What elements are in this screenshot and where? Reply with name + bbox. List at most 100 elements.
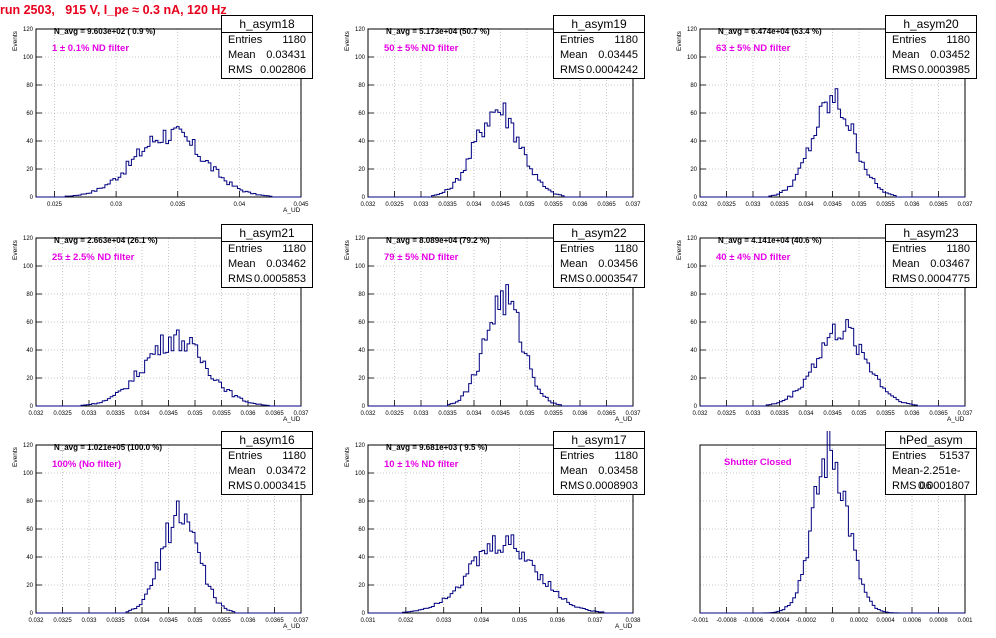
histogram-panel-hPed_asym: -0.001 -0.0008 -0.0006 -0.0004 -0.0002 0 0.000… — [664, 431, 996, 638]
filter-label: 100% (No filter) — [52, 459, 122, 470]
stat-value-mean: 0.03462 — [266, 258, 306, 270]
y-tick-label: 20 — [358, 376, 365, 382]
y-tick-label: 40 — [358, 139, 365, 145]
x-tick-label: 0.034 — [798, 202, 814, 208]
stats-box: h_asym22 Entries 1180 Mean 0.03456 RMS 0.00035… — [553, 224, 645, 288]
navg-label: N_avg = 6.474e+04 (63.4 %) — [718, 27, 822, 36]
x-tick-label: 0.0008 — [929, 618, 948, 624]
stat-value-rms: 0.002806 — [260, 64, 306, 76]
x-tick-label: 0.0355 — [212, 411, 231, 417]
stats-row-rms: RMS 0.0003415 — [222, 479, 312, 494]
y-tick-label: 60 — [358, 320, 365, 326]
y-tick-label: 80 — [358, 83, 365, 89]
x-tick-label: 0.0325 — [53, 411, 72, 417]
stat-label-rms: RMS — [892, 480, 917, 492]
histogram-plot: 0.032 0.0325 0.033 0.0335 0.034 0.0345 0.035 0.… — [355, 27, 641, 208]
y-tick-label: 0 — [362, 195, 366, 201]
stat-label-rms: RMS — [228, 480, 253, 492]
y-tick-label: 40 — [358, 555, 365, 561]
x-axis-title: A_UD — [283, 623, 301, 630]
y-tick-label: 0 — [694, 195, 698, 201]
x-tick-label: 0.035 — [519, 202, 535, 208]
stats-row-entries: Entries 1180 — [554, 449, 644, 464]
stat-value-mean: 0.03445 — [598, 49, 638, 61]
y-tick-label: 20 — [690, 167, 697, 173]
x-tick-label: 0.034 — [798, 411, 814, 417]
stat-label-mean: Mean — [560, 465, 588, 477]
y-tick-label: 80 — [358, 292, 365, 298]
y-axis-title: Events — [12, 447, 19, 467]
histogram-panel-h_asym23: 0.032 0.0325 0.033 0.0335 0.034 0.0345 0.035 0.… — [664, 224, 996, 431]
stats-row-mean: Mean 0.03456 — [554, 257, 644, 272]
x-tick-label: 0.001 — [957, 618, 973, 624]
histogram-name: h_asym17 — [554, 432, 644, 449]
y-tick-label: 80 — [26, 499, 33, 505]
x-tick-label: 0.0355 — [544, 411, 563, 417]
x-tick-label: 0.037 — [293, 411, 309, 417]
x-tick-label: 0.033 — [81, 411, 97, 417]
y-tick-label: 100 — [23, 55, 34, 61]
stats-row-mean: Mean 0.03431 — [222, 48, 312, 63]
stats-row-rms: RMS 0.0001807 — [886, 479, 976, 494]
x-tick-label: 0.033 — [413, 411, 429, 417]
filter-label: 10 ± 1% ND filter — [384, 459, 459, 470]
stats-row-entries: Entries 51537 — [886, 449, 976, 464]
x-tick-label: 0.0355 — [876, 411, 895, 417]
navg-label: N_avg = 9.603e+02 ( 0.9 %) — [54, 27, 156, 36]
stat-value-entries: 1180 — [614, 34, 638, 46]
stats-row-mean: Mean -2.251e-06 — [886, 464, 976, 492]
x-tick-label: 0.036 — [572, 411, 588, 417]
x-tick-label: 0.033 — [413, 202, 429, 208]
x-tick-label: 0.0345 — [491, 202, 510, 208]
stat-value-mean: 0.03452 — [930, 49, 970, 61]
x-tick-label: 0.032 — [360, 411, 376, 417]
x-tick-label: 0.033 — [436, 618, 452, 624]
y-tick-label: 0 — [30, 611, 34, 617]
stat-value-rms: 0.0004775 — [918, 273, 970, 285]
x-tick-label: 0.0002 — [850, 618, 869, 624]
histogram-panel-h_asym22: 0.032 0.0325 0.033 0.0335 0.034 0.0345 0.035 0.… — [332, 224, 664, 431]
stats-row-entries: Entries 1180 — [222, 33, 312, 48]
y-tick-label: 60 — [690, 111, 697, 117]
x-tick-label: 0.037 — [957, 202, 973, 208]
x-tick-label: 0.035 — [187, 411, 203, 417]
x-axis-title: A_UD — [283, 416, 301, 423]
stat-value-rms: 0.0003547 — [586, 273, 638, 285]
stat-value-entries: 1180 — [946, 243, 970, 255]
y-tick-label: 60 — [358, 111, 365, 117]
y-tick-label: 80 — [690, 83, 697, 89]
stat-value-entries: 1180 — [614, 450, 638, 462]
stats-row-entries: Entries 1180 — [222, 449, 312, 464]
y-tick-label: 100 — [355, 471, 366, 477]
x-tick-label: 0.037 — [588, 618, 604, 624]
run-title: run 2503, 915 V, I_pe ≈ 0.3 nA, 120 Hz — [0, 3, 227, 17]
y-tick-label: 120 — [355, 236, 366, 242]
x-axis-title: A_UD — [615, 623, 633, 630]
stat-label-mean: Mean — [228, 465, 256, 477]
histogram-series — [36, 126, 301, 198]
x-tick-label: 0.0325 — [717, 411, 736, 417]
stats-row-rms: RMS 0.0003985 — [886, 63, 976, 78]
x-tick-label: 0.033 — [81, 618, 97, 624]
x-tick-label: 0.036 — [240, 618, 256, 624]
x-axis-title: A_UD — [615, 416, 633, 423]
x-tick-label: 0.036 — [904, 411, 920, 417]
navg-label: N_avg = 2.663e+04 (26.1 %) — [54, 236, 158, 245]
y-tick-label: 100 — [23, 264, 34, 270]
histogram-panel-h_asym16: 0.032 0.0325 0.033 0.0335 0.034 0.0345 0.035 0.… — [0, 431, 332, 638]
y-tick-label: 60 — [358, 527, 365, 533]
stats-row-rms: RMS 0.0004242 — [554, 63, 644, 78]
y-tick-label: 80 — [358, 499, 365, 505]
y-tick-label: 100 — [687, 55, 698, 61]
x-tick-label: 0.034 — [466, 202, 482, 208]
y-tick-label: 20 — [358, 167, 365, 173]
histogram-name: h_asym19 — [554, 16, 644, 33]
stats-row-mean: Mean 0.03458 — [554, 464, 644, 479]
x-tick-label: 0.0355 — [212, 618, 231, 624]
stats-box: h_asym20 Entries 1180 Mean 0.03452 RMS 0.00039… — [885, 15, 977, 79]
stat-value-entries: 51537 — [939, 450, 970, 462]
y-tick-label: 40 — [26, 555, 33, 561]
y-tick-label: 100 — [355, 264, 366, 270]
stats-row-rms: RMS 0.002806 — [222, 63, 312, 78]
stats-row-mean: Mean 0.03472 — [222, 464, 312, 479]
